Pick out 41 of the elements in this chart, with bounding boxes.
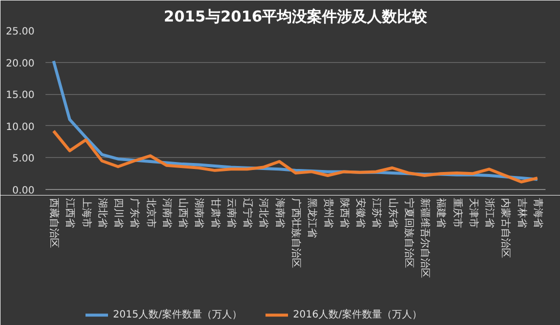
x-tick-label: 安徽省	[354, 198, 367, 228]
x-tick-label: 浙江省	[484, 198, 496, 228]
x-tick-label: 重庆市	[451, 198, 464, 228]
x-tick-label: 黑龙江省	[306, 198, 318, 238]
y-tick-label: 20.00	[6, 58, 35, 70]
x-tick-label: 河南省	[160, 198, 173, 228]
x-tick-label: 福建省	[435, 198, 448, 228]
x-tick-label: 湖南省	[193, 198, 206, 228]
line-series	[52, 129, 539, 184]
x-tick-label: 西藏自治区	[48, 198, 60, 248]
legend-label: 2016人数/案件数量（万人）	[293, 308, 422, 321]
x-tick-label: 天津市	[467, 198, 480, 228]
x-tick-label: 江西省	[64, 198, 76, 228]
y-tick-label: 10.00	[6, 122, 35, 133]
x-tick-label: 四川省	[112, 198, 125, 228]
x-tick-label: 吉林省	[516, 198, 528, 228]
x-tick-label: 湖北省	[96, 198, 108, 228]
y-tick-label: 25.00	[6, 26, 35, 38]
y-tick-label: 15.00	[6, 90, 35, 102]
x-tick-label: 内蒙古自治区	[500, 198, 512, 258]
x-tick-label: 甘肃省	[209, 198, 222, 228]
x-tick-label: 上海市	[80, 198, 92, 228]
x-tick-label: 广西壮族自治区	[290, 198, 302, 268]
y-tick-label: 0.00	[12, 186, 34, 196]
x-tick-label: 宁夏回族自治区	[402, 198, 415, 268]
x-tick-label: 山西省	[177, 198, 190, 228]
x-tick-label: 江苏省	[370, 198, 383, 228]
x-tick-label: 山东省	[386, 198, 399, 228]
y-tick-label: 5.00	[12, 154, 34, 165]
x-tick-label: 青海省	[532, 198, 544, 228]
x-tick-label: 辽宁省	[242, 198, 254, 228]
x-tick-label: 贵州省	[322, 198, 334, 228]
legend-label: 2015人数/案件数量（万人）	[113, 308, 242, 321]
x-tick-label: 北京市	[144, 198, 157, 228]
x-tick-label: 海南省	[274, 198, 286, 228]
x-tick-label: 云南省	[225, 198, 238, 228]
x-tick-label: 广东省	[128, 198, 141, 228]
chart-title: 2015与2016平均没案件涉及人数比较	[164, 8, 428, 26]
x-tick-label: 新疆维吾尔自治区	[419, 198, 432, 278]
x-tick-label: 陕西省	[338, 198, 350, 228]
x-tick-label: 河北省	[258, 198, 270, 228]
